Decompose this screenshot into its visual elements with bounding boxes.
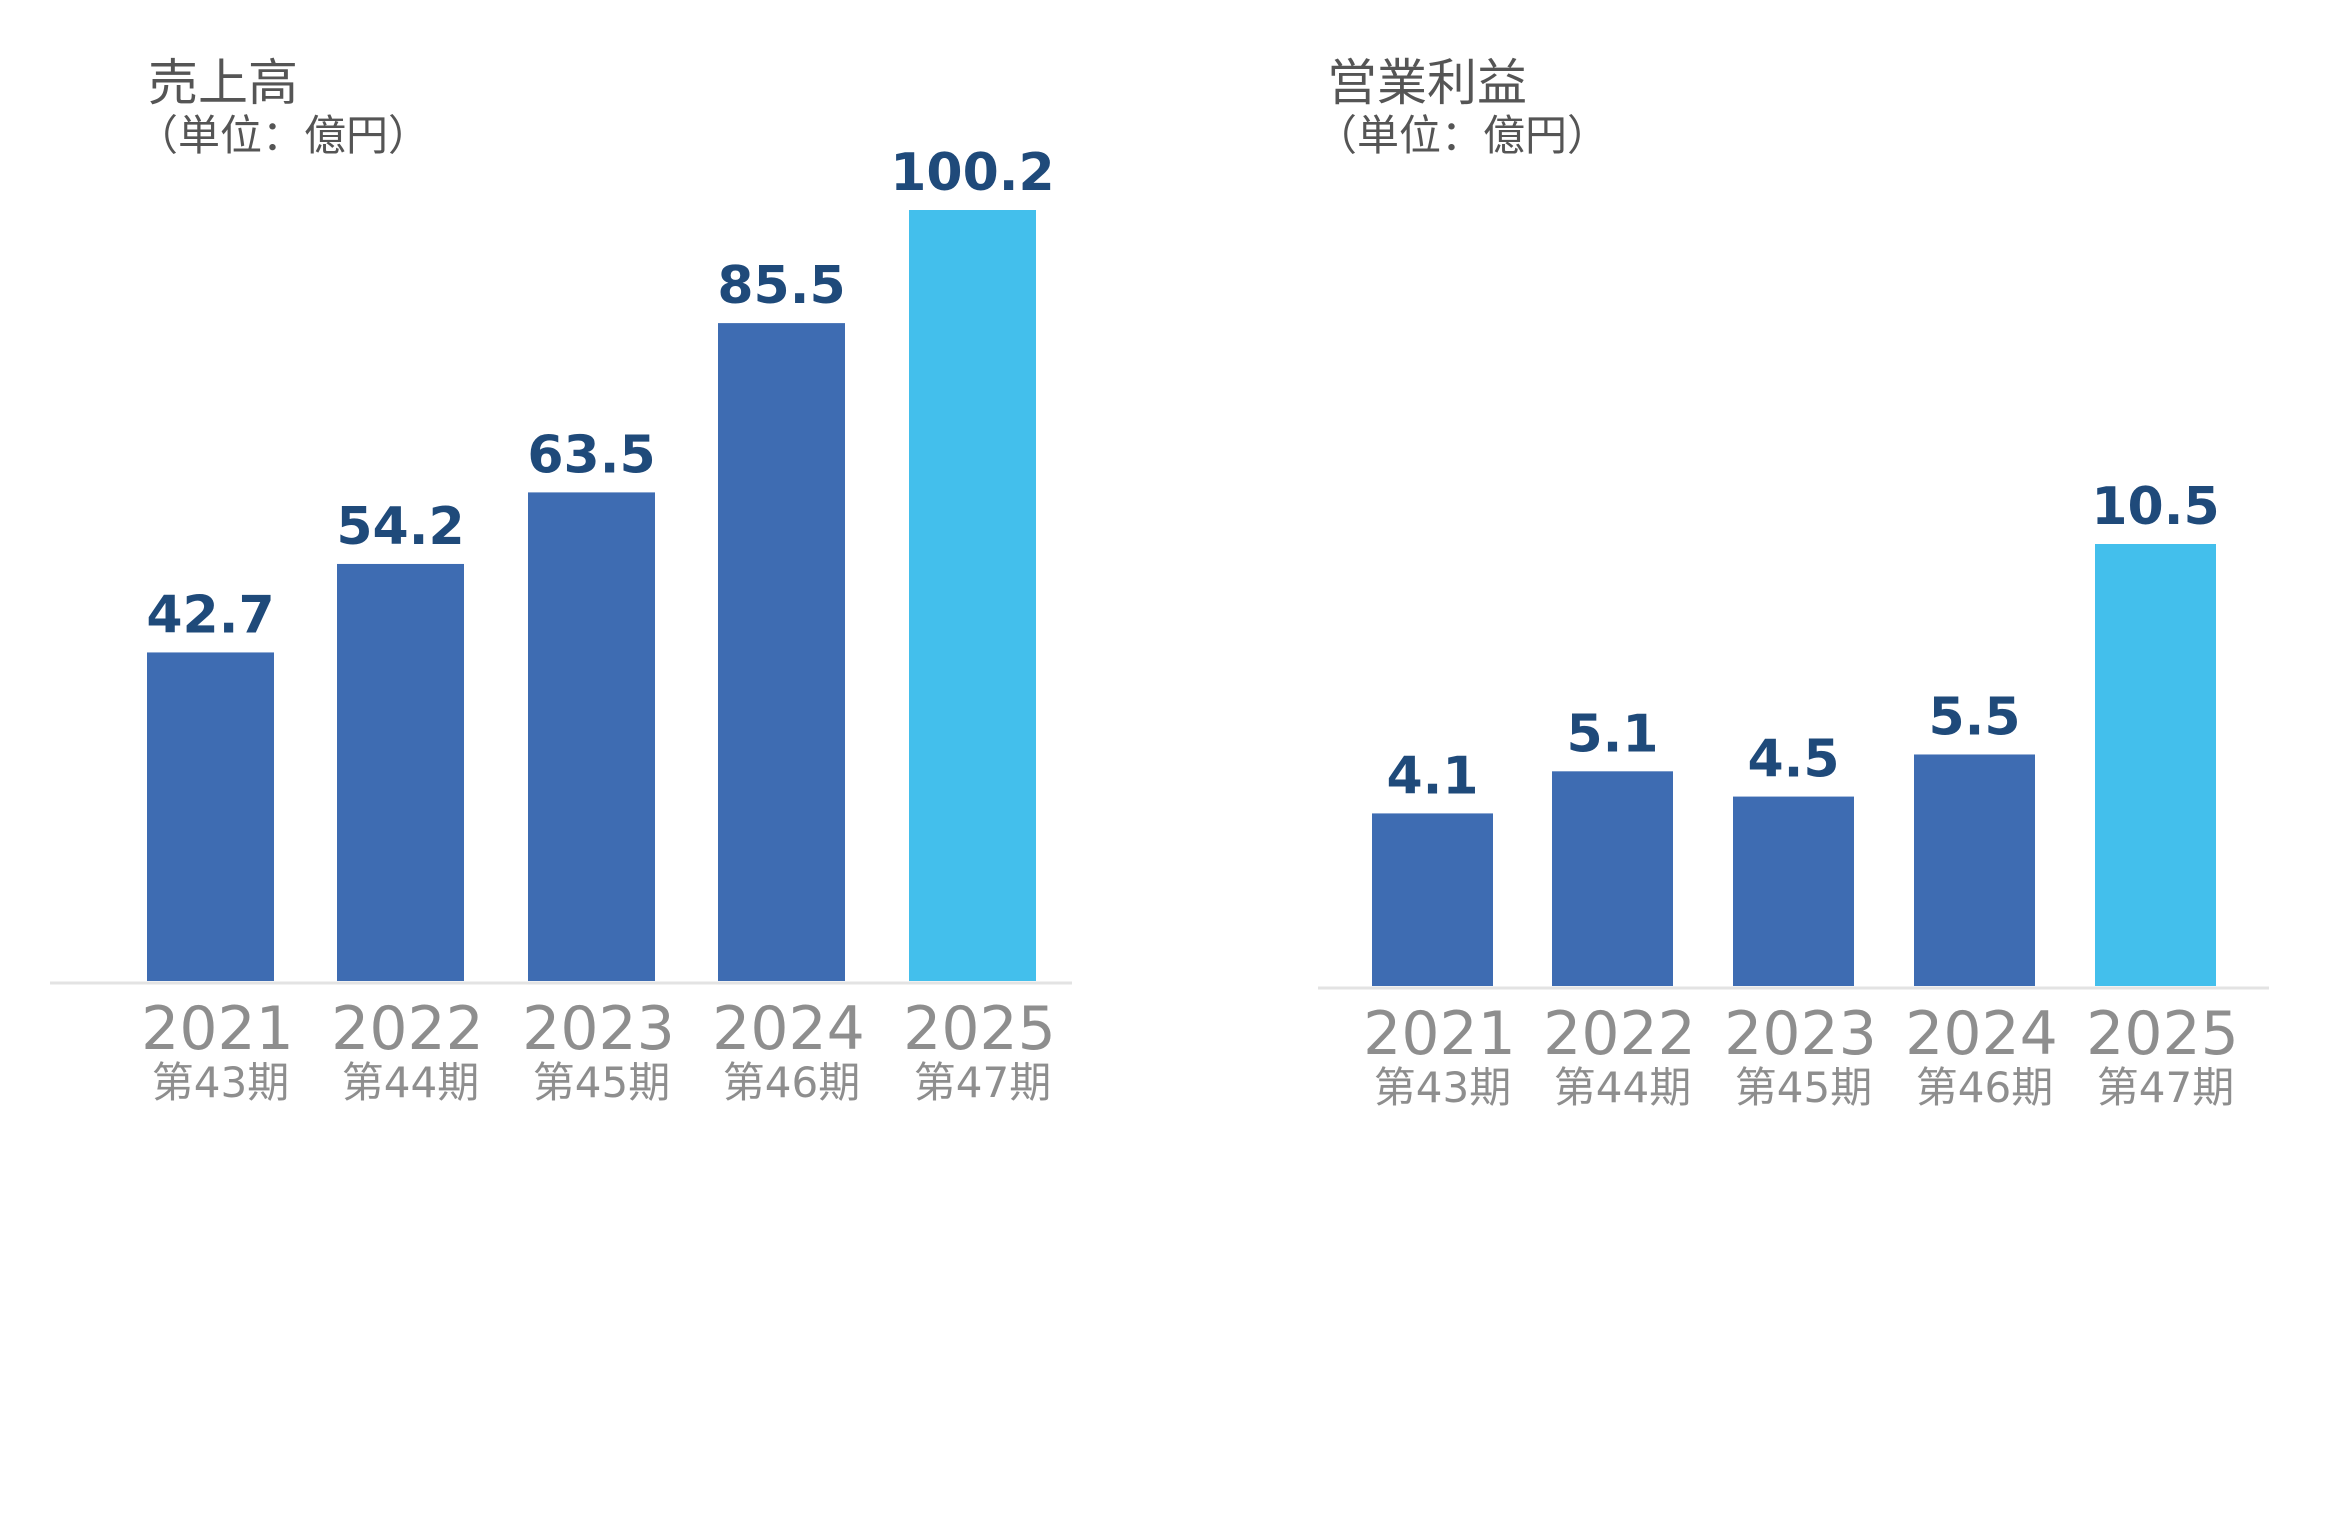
bar-2023 — [528, 492, 655, 981]
value-label: 85.5 — [717, 256, 845, 316]
bar-2022 — [337, 563, 464, 981]
x-tick-label: 2024 — [1905, 999, 2058, 1069]
period-label: 第43期 — [152, 1058, 289, 1107]
bar-2025 — [2095, 544, 2216, 986]
bar-2025 — [909, 210, 1036, 981]
value-label: 42.7 — [146, 585, 274, 645]
x-tick-label: 2024 — [712, 994, 865, 1064]
value-label: 4.1 — [1386, 746, 1478, 806]
value-label: 54.2 — [336, 497, 464, 557]
period-label: 第44期 — [342, 1058, 479, 1107]
value-label: 63.5 — [527, 425, 655, 485]
bar-2021 — [1372, 813, 1493, 986]
x-tick-label: 2025 — [2086, 999, 2239, 1069]
x-tick-label: 2022 — [331, 994, 484, 1064]
bar-2024 — [1914, 754, 2035, 986]
value-label: 5.5 — [1928, 687, 2020, 747]
bar-2024 — [718, 323, 845, 981]
bar-2022 — [1552, 771, 1673, 986]
period-label: 第46期 — [1916, 1063, 2053, 1112]
x-tick-label: 2021 — [141, 994, 294, 1064]
value-label: 10.5 — [2091, 477, 2219, 537]
period-label: 第45期 — [533, 1058, 670, 1107]
x-tick-label: 2023 — [522, 994, 675, 1064]
period-label: 第44期 — [1554, 1063, 1691, 1112]
chart-unit: （単位：億円） — [136, 111, 430, 160]
value-label: 4.5 — [1747, 730, 1839, 790]
value-label: 100.2 — [890, 143, 1054, 203]
x-tick-label: 2022 — [1543, 999, 1696, 1069]
chart-title: 営業利益 — [1327, 54, 1527, 112]
bar-2023 — [1733, 796, 1854, 986]
x-tick-label: 2025 — [903, 994, 1056, 1064]
period-label: 第47期 — [914, 1058, 1051, 1107]
value-label: 5.1 — [1566, 704, 1658, 764]
period-label: 第45期 — [1735, 1063, 1872, 1112]
period-label: 第46期 — [723, 1058, 860, 1107]
chart-title: 売上高 — [148, 54, 298, 112]
x-tick-label: 2023 — [1724, 999, 1877, 1069]
bar-2021 — [147, 652, 274, 981]
period-label: 第43期 — [1374, 1063, 1511, 1112]
x-tick-label: 2021 — [1363, 999, 1516, 1069]
chart-unit: （単位：億円） — [1315, 111, 1609, 160]
period-label: 第47期 — [2097, 1063, 2234, 1112]
